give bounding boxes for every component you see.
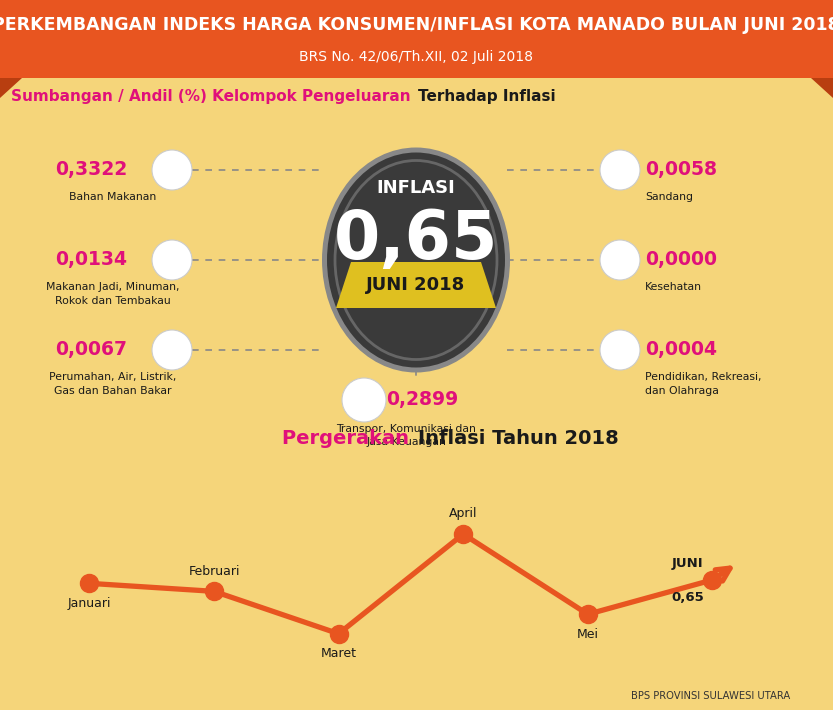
Text: 0,0067: 0,0067 xyxy=(55,341,127,359)
Text: JUNI 2018: JUNI 2018 xyxy=(367,276,466,294)
Ellipse shape xyxy=(152,240,192,280)
Text: Februari: Februari xyxy=(188,564,240,578)
Ellipse shape xyxy=(322,148,510,373)
Text: Kesehatan: Kesehatan xyxy=(645,282,702,292)
Text: dan Olahraga: dan Olahraga xyxy=(645,386,719,396)
Text: Januari: Januari xyxy=(67,597,112,610)
Text: BPS PROVINSI SULAWESI UTARA: BPS PROVINSI SULAWESI UTARA xyxy=(631,691,790,701)
Text: 0,0058: 0,0058 xyxy=(645,160,717,180)
Polygon shape xyxy=(0,78,22,98)
Ellipse shape xyxy=(152,150,192,190)
Text: 0,2899: 0,2899 xyxy=(386,391,458,410)
Text: 0,65: 0,65 xyxy=(671,591,704,604)
Text: PERKEMBANGAN INDEKS HARGA KONSUMEN/INFLASI KOTA MANADO BULAN JUNI 2018: PERKEMBANGAN INDEKS HARGA KONSUMEN/INFLA… xyxy=(0,16,833,34)
Ellipse shape xyxy=(600,330,640,370)
Text: Terhadap Inflasi: Terhadap Inflasi xyxy=(418,89,556,104)
Text: Rokok dan Tembakau: Rokok dan Tembakau xyxy=(55,296,171,306)
Ellipse shape xyxy=(152,330,192,370)
Text: Mei: Mei xyxy=(576,628,599,641)
Text: Inflasi Tahun 2018: Inflasi Tahun 2018 xyxy=(418,429,619,447)
Polygon shape xyxy=(336,262,496,308)
Text: Bahan Makanan: Bahan Makanan xyxy=(69,192,157,202)
Text: Transpor, Komunikasi dan: Transpor, Komunikasi dan xyxy=(336,424,476,434)
Text: JUNI: JUNI xyxy=(671,557,703,570)
Text: 0,0004: 0,0004 xyxy=(645,341,717,359)
Text: Perumahan, Air, Listrik,: Perumahan, Air, Listrik, xyxy=(49,372,177,382)
Text: BRS No. 42/06/Th.XII, 02 Juli 2018: BRS No. 42/06/Th.XII, 02 Juli 2018 xyxy=(299,50,533,64)
Text: 0,65: 0,65 xyxy=(334,207,498,273)
Text: 0,0134: 0,0134 xyxy=(55,251,127,270)
Text: Gas dan Bahan Bakar: Gas dan Bahan Bakar xyxy=(54,386,172,396)
Text: 0,3322: 0,3322 xyxy=(55,160,127,180)
Text: Makanan Jadi, Minuman,: Makanan Jadi, Minuman, xyxy=(47,282,180,292)
Text: 0,0000: 0,0000 xyxy=(645,251,717,270)
Text: Pendidikan, Rekreasi,: Pendidikan, Rekreasi, xyxy=(645,372,761,382)
Polygon shape xyxy=(811,78,833,98)
Ellipse shape xyxy=(600,240,640,280)
Text: INFLASI: INFLASI xyxy=(377,179,456,197)
Text: Maret: Maret xyxy=(321,648,357,660)
Text: Sumbangan / Andil (%) Kelompok Pengeluaran: Sumbangan / Andil (%) Kelompok Pengeluar… xyxy=(11,89,416,104)
Text: Pergerakan: Pergerakan xyxy=(282,429,416,447)
Bar xyxy=(0,0,833,78)
Ellipse shape xyxy=(327,153,505,368)
Text: Sandang: Sandang xyxy=(645,192,693,202)
Ellipse shape xyxy=(600,150,640,190)
Ellipse shape xyxy=(342,378,386,422)
Text: April: April xyxy=(449,508,477,520)
Text: Jasa Keuangan: Jasa Keuangan xyxy=(366,437,446,447)
